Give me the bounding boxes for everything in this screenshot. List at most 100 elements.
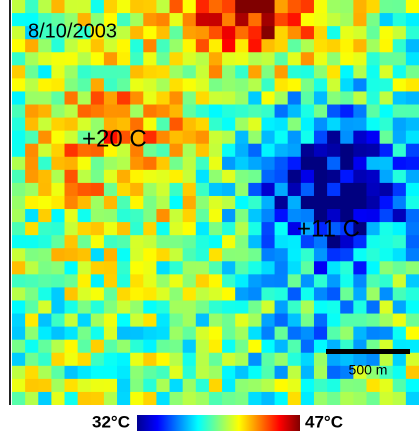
heat-cell: [143, 169, 157, 184]
heat-cell: [195, 156, 210, 171]
heat-cell: [392, 287, 407, 301]
heat-cell: [300, 378, 315, 393]
heat-cell: [353, 182, 367, 197]
heat-cell: [103, 326, 118, 341]
heat-cell: [90, 78, 105, 92]
heat-cell: [261, 104, 276, 119]
heat-cell: [392, 156, 407, 171]
heat-cell: [353, 261, 367, 275]
colorbar: [137, 415, 300, 431]
heat-cell: [313, 13, 328, 27]
heat-cell: [64, 65, 79, 79]
heat-cell: [340, 156, 354, 171]
heat-cell: [327, 261, 341, 275]
heat-cell: [195, 300, 210, 315]
heat-cell: [405, 222, 419, 236]
heat-cell: [235, 26, 249, 40]
heat-cell: [130, 300, 144, 315]
heat-cell: [353, 391, 367, 405]
heat-cell: [222, 169, 236, 184]
heat-cell: [366, 235, 381, 249]
heat-cell: [379, 300, 394, 315]
heat-cell: [313, 26, 328, 40]
heat-cell: [274, 143, 289, 158]
heat-cell: [169, 65, 184, 79]
heat-cell: [274, 209, 289, 223]
heat-cell: [90, 104, 105, 119]
heat-cell: [51, 261, 66, 275]
heat-cell: [287, 235, 302, 249]
heat-cell: [51, 13, 66, 27]
heat-cell: [143, 365, 157, 380]
heat-cell: [156, 248, 171, 262]
heat-cell: [90, 248, 105, 262]
heat-cell: [379, 365, 394, 380]
heat-cell: [208, 339, 223, 354]
heat-cell: [182, 326, 197, 341]
heat-cell: [77, 91, 92, 106]
heat-cell: [379, 235, 394, 249]
heat-cell: [366, 378, 381, 393]
heat-cell: [90, 352, 105, 367]
heat-cell: [103, 222, 118, 236]
heat-cell: [353, 169, 367, 184]
heat-cell: [51, 52, 66, 66]
heat-cell: [130, 182, 144, 197]
heat-cell: [169, 52, 184, 66]
thermal-image: [12, 0, 419, 405]
heat-cell: [222, 13, 236, 27]
heat-cell: [274, 26, 289, 40]
heat-cell: [208, 326, 223, 341]
heat-cell: [327, 365, 341, 380]
heat-cell: [130, 104, 144, 119]
heat-cell: [379, 104, 394, 119]
heat-cell: [77, 391, 92, 405]
heat-cell: [300, 156, 315, 171]
heat-cell: [274, 365, 289, 380]
heat-cell: [340, 169, 354, 184]
heat-cell: [222, 248, 236, 262]
heat-cell: [182, 195, 197, 210]
heat-cell: [274, 195, 289, 210]
heat-cell: [287, 143, 302, 158]
heat-cell: [366, 130, 381, 145]
heat-cell: [261, 378, 276, 393]
heat-cell: [169, 313, 184, 328]
heat-cell: [51, 222, 66, 236]
heat-cell: [51, 326, 66, 341]
heat-cell: [130, 78, 144, 92]
heat-cell: [12, 300, 26, 315]
heat-cell: [392, 13, 407, 27]
heat-cell: [392, 143, 407, 158]
heat-cell: [235, 104, 249, 119]
heat-cell: [25, 0, 39, 14]
heat-cell: [405, 104, 419, 119]
heat-cell: [38, 235, 52, 249]
heat-cell: [379, 26, 394, 40]
heat-cell: [117, 378, 131, 393]
heat-cell: [130, 365, 144, 380]
heat-cell: [64, 352, 79, 367]
heat-cell: [195, 143, 210, 158]
heat-cell: [379, 13, 394, 27]
heat-cell: [222, 378, 236, 393]
heat-cell: [274, 326, 289, 341]
heat-cell: [64, 248, 79, 262]
heat-cell: [392, 352, 407, 367]
heat-cell: [222, 352, 236, 367]
heat-cell: [340, 300, 354, 315]
heat-cell: [235, 39, 249, 53]
heat-cell: [38, 274, 52, 288]
heat-cell: [248, 222, 262, 236]
heat-cell: [182, 39, 197, 53]
heat-cell: [182, 169, 197, 184]
heat-cell: [195, 326, 210, 341]
heat-cell: [313, 143, 328, 158]
heat-cell: [313, 209, 328, 223]
heat-cell: [38, 39, 52, 53]
heat-cell: [300, 0, 315, 14]
heat-cell: [287, 378, 302, 393]
heat-cell: [222, 91, 236, 106]
heat-cell: [182, 313, 197, 328]
